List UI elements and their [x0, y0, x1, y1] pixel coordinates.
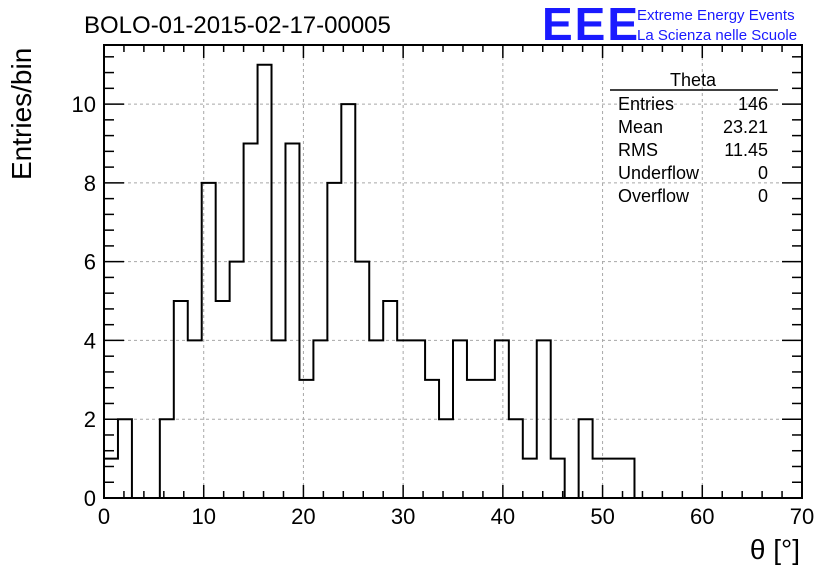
x-tick-label: 40: [491, 504, 515, 529]
x-axis-title: θ [°]: [750, 534, 800, 565]
histogram-bin: [467, 380, 481, 498]
x-tick-label: 0: [98, 504, 110, 529]
histogram-bin: [439, 419, 453, 498]
x-tick-label: 20: [291, 504, 315, 529]
histogram-bin: [425, 380, 439, 498]
grid: [104, 45, 802, 498]
stats-box: Theta Entries 146 Mean 23.21 RMS 11.45 U…: [610, 70, 778, 206]
logo-line-1: Extreme Energy Events: [637, 7, 795, 24]
stats-label-rms: RMS: [618, 140, 658, 160]
histogram-bin: [258, 65, 272, 498]
histogram-bin: [593, 459, 607, 498]
chart-title: BOLO-01-2015-02-17-00005: [84, 12, 391, 39]
x-tick-label: 30: [391, 504, 415, 529]
y-tick-label: 6: [84, 250, 96, 275]
histogram-bin: [341, 104, 355, 498]
y-axis-title: Entries/bin: [6, 48, 37, 180]
stats-value-mean: 23.21: [723, 117, 768, 137]
histogram-bin: [174, 301, 188, 498]
stats-value-entries: 146: [738, 94, 768, 114]
histogram-outline: [103, 63, 802, 499]
y-tick-label: 4: [84, 328, 96, 353]
y-tick-label: 2: [84, 407, 96, 432]
histogram-bin: [481, 380, 495, 498]
histogram-bin: [607, 459, 621, 498]
y-tick-label: 8: [84, 171, 96, 196]
histogram-bin: [104, 459, 118, 498]
y-tick-label: 10: [72, 92, 96, 117]
plot-frame: [103, 44, 803, 499]
stats-value-underflow: 0: [758, 163, 768, 183]
logo-line-2: La Scienza nelle Scuole: [637, 27, 797, 44]
stats-label-entries: Entries: [618, 94, 674, 114]
histogram-bin: [383, 301, 397, 498]
stats-value-rms: 11.45: [724, 140, 768, 160]
logo-mark: EEE: [542, 0, 640, 50]
histogram-bin: [523, 459, 537, 498]
stats-label-underflow: Underflow: [618, 163, 700, 183]
y-tick-labels: 0 2 4 6 8 10: [72, 92, 96, 511]
histogram-bin: [118, 419, 132, 498]
x-tick-label: 50: [590, 504, 614, 529]
histogram-bin: [216, 301, 230, 498]
y-tick-label: 0: [84, 486, 96, 511]
histogram-bin: [355, 262, 369, 498]
histogram-bin: [299, 380, 313, 498]
histogram-bin: [160, 419, 174, 498]
stats-label-overflow: Overflow: [618, 186, 690, 206]
histogram-bin: [509, 419, 523, 498]
x-tick-label: 70: [790, 504, 814, 529]
eee-logo: EEE Extreme Energy Events La Scienza nel…: [542, 0, 797, 50]
histogram-bin: [579, 419, 593, 498]
stats-title: Theta: [670, 70, 717, 90]
x-tick-labels: 0 10 20 30 40 50 60 70: [98, 504, 814, 529]
histogram-bin: [244, 143, 258, 498]
stats-label-mean: Mean: [618, 117, 663, 137]
x-tick-label: 10: [191, 504, 215, 529]
axis-ticks: [103, 45, 803, 499]
histogram-bin: [285, 143, 299, 498]
x-tick-label: 60: [690, 504, 714, 529]
stats-value-overflow: 0: [758, 186, 768, 206]
histogram-bin: [230, 262, 244, 498]
